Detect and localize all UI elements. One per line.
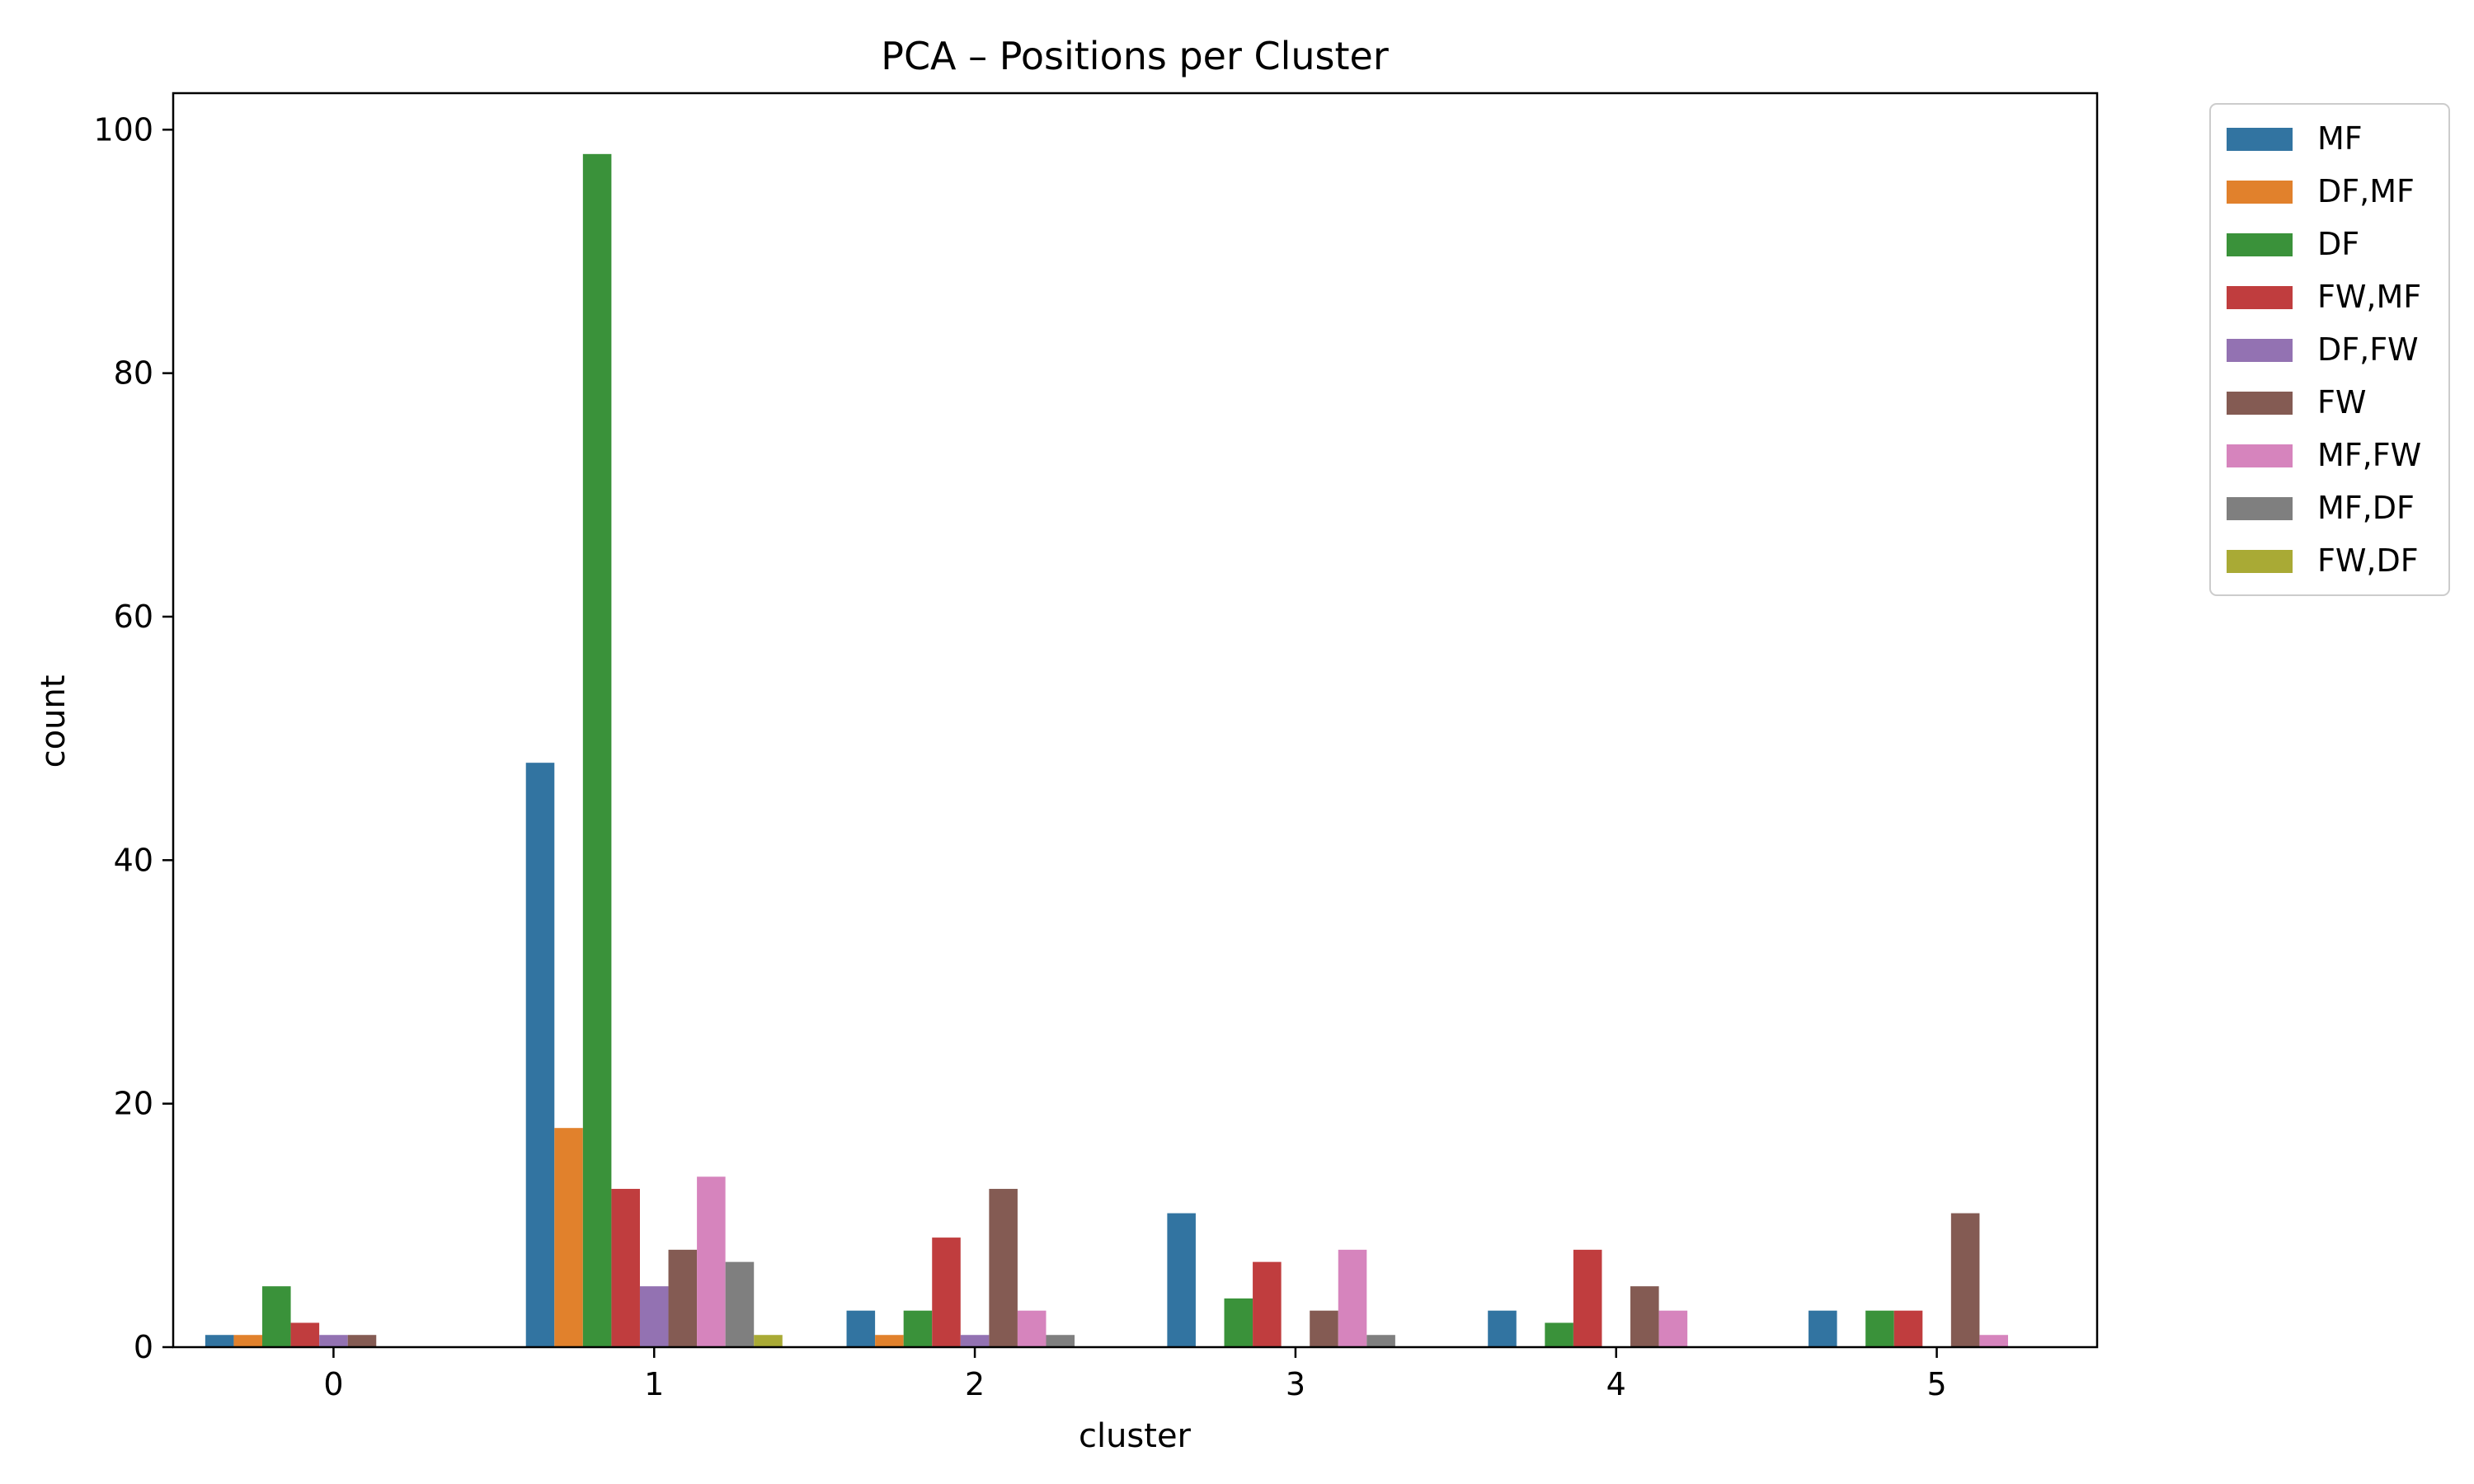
bar-fw-cluster-1 bbox=[668, 1249, 698, 1347]
legend-box bbox=[2209, 103, 2450, 596]
bar-fw-mf-cluster-2 bbox=[932, 1237, 961, 1347]
legend-swatch bbox=[2227, 550, 2293, 573]
bar-df-fw-cluster-2 bbox=[960, 1335, 990, 1347]
x-tick-label: 5 bbox=[1926, 1366, 1946, 1402]
y-tick-label: 60 bbox=[114, 599, 153, 635]
bar-mf-cluster-3 bbox=[1167, 1213, 1196, 1347]
bar-fw-mf-cluster-4 bbox=[1573, 1249, 1602, 1347]
bar-fw-cluster-3 bbox=[1310, 1310, 1338, 1347]
bar-fw-df-cluster-1 bbox=[754, 1335, 783, 1347]
bar-fw-mf-cluster-5 bbox=[1893, 1310, 1923, 1347]
bar-mf-df-cluster-2 bbox=[1046, 1335, 1075, 1347]
bar-mf-cluster-4 bbox=[1488, 1310, 1517, 1347]
bar-mf-cluster-1 bbox=[525, 763, 555, 1347]
legend-label: FW,DF bbox=[2317, 542, 2419, 579]
bar-fw-cluster-2 bbox=[989, 1189, 1018, 1347]
legend-label: MF,FW bbox=[2317, 437, 2421, 473]
y-tick-label: 0 bbox=[134, 1329, 153, 1365]
bar-fw-mf-cluster-3 bbox=[1253, 1261, 1282, 1347]
bar-mf-cluster-5 bbox=[1808, 1310, 1837, 1347]
legend-label: MF bbox=[2317, 120, 2363, 157]
x-axis-title: cluster bbox=[1079, 1417, 1192, 1455]
bar-mf-fw-cluster-1 bbox=[697, 1176, 726, 1347]
bar-df-cluster-5 bbox=[1865, 1310, 1894, 1347]
bar-mf-cluster-0 bbox=[205, 1335, 234, 1347]
x-tick-label: 2 bbox=[965, 1366, 985, 1402]
bar-mf-cluster-2 bbox=[846, 1310, 876, 1347]
x-tick-label: 3 bbox=[1286, 1366, 1305, 1402]
y-tick-label: 20 bbox=[114, 1086, 153, 1122]
x-tick-label: 0 bbox=[323, 1366, 343, 1402]
bar-df-cluster-3 bbox=[1224, 1298, 1253, 1347]
bars-layer bbox=[205, 153, 2008, 1348]
y-tick-label: 100 bbox=[93, 111, 153, 148]
bar-fw-mf-cluster-0 bbox=[290, 1322, 320, 1347]
bar-df-cluster-2 bbox=[903, 1310, 933, 1347]
bar-mf-df-cluster-3 bbox=[1366, 1335, 1395, 1347]
chart-title: PCA – Positions per Cluster bbox=[881, 34, 1389, 78]
y-axis-title: count bbox=[35, 675, 73, 768]
bar-fw-cluster-0 bbox=[347, 1335, 377, 1347]
legend: MF DF,MF DF FW,MF DF,FW FW MF,FW MF,DF FW,DF bbox=[2209, 103, 2450, 596]
bar-mf-fw-cluster-3 bbox=[1338, 1249, 1367, 1347]
legend-swatch bbox=[2227, 497, 2293, 520]
bar-df-cluster-0 bbox=[262, 1286, 291, 1347]
bar-mf-df-cluster-1 bbox=[725, 1261, 755, 1347]
plot-frame bbox=[172, 92, 2099, 1349]
legend-label: DF,MF bbox=[2317, 173, 2415, 209]
axes-layer: 0 20 40 60 80 100 0 1 2 3 4 5 bbox=[93, 92, 2099, 1402]
bar-fw-mf-cluster-1 bbox=[611, 1189, 640, 1347]
legend-swatch bbox=[2227, 286, 2293, 309]
bar-df-cluster-4 bbox=[1545, 1322, 1573, 1347]
legend-swatch bbox=[2227, 392, 2293, 415]
legend-swatch bbox=[2227, 233, 2293, 256]
bar-mf-fw-cluster-4 bbox=[1658, 1310, 1688, 1347]
bar-df-mf-cluster-1 bbox=[554, 1128, 583, 1347]
x-tick-label: 1 bbox=[644, 1366, 664, 1402]
legend-swatch bbox=[2227, 181, 2293, 204]
bar-df-mf-cluster-2 bbox=[875, 1335, 904, 1347]
legend-label: DF bbox=[2317, 226, 2359, 262]
legend-swatch bbox=[2227, 444, 2293, 467]
legend-swatch bbox=[2227, 339, 2293, 362]
bar-fw-cluster-5 bbox=[1950, 1213, 1980, 1347]
legend-label: FW bbox=[2317, 384, 2366, 420]
y-tick-label: 80 bbox=[114, 355, 153, 392]
x-tick-label: 4 bbox=[1606, 1366, 1626, 1402]
legend-label: MF,DF bbox=[2317, 490, 2415, 526]
bar-df-cluster-1 bbox=[582, 153, 612, 1348]
legend-swatch bbox=[2227, 128, 2293, 151]
bar-fw-cluster-4 bbox=[1630, 1286, 1659, 1347]
bar-mf-fw-cluster-2 bbox=[1017, 1310, 1047, 1347]
legend-label: DF,FW bbox=[2317, 331, 2419, 368]
bar-df-mf-cluster-0 bbox=[233, 1335, 263, 1347]
bar-df-fw-cluster-1 bbox=[639, 1286, 669, 1347]
y-tick-label: 40 bbox=[114, 842, 153, 878]
bar-df-fw-cluster-0 bbox=[319, 1335, 348, 1347]
bar-mf-fw-cluster-5 bbox=[1979, 1335, 2008, 1347]
legend-label: FW,MF bbox=[2317, 279, 2421, 315]
